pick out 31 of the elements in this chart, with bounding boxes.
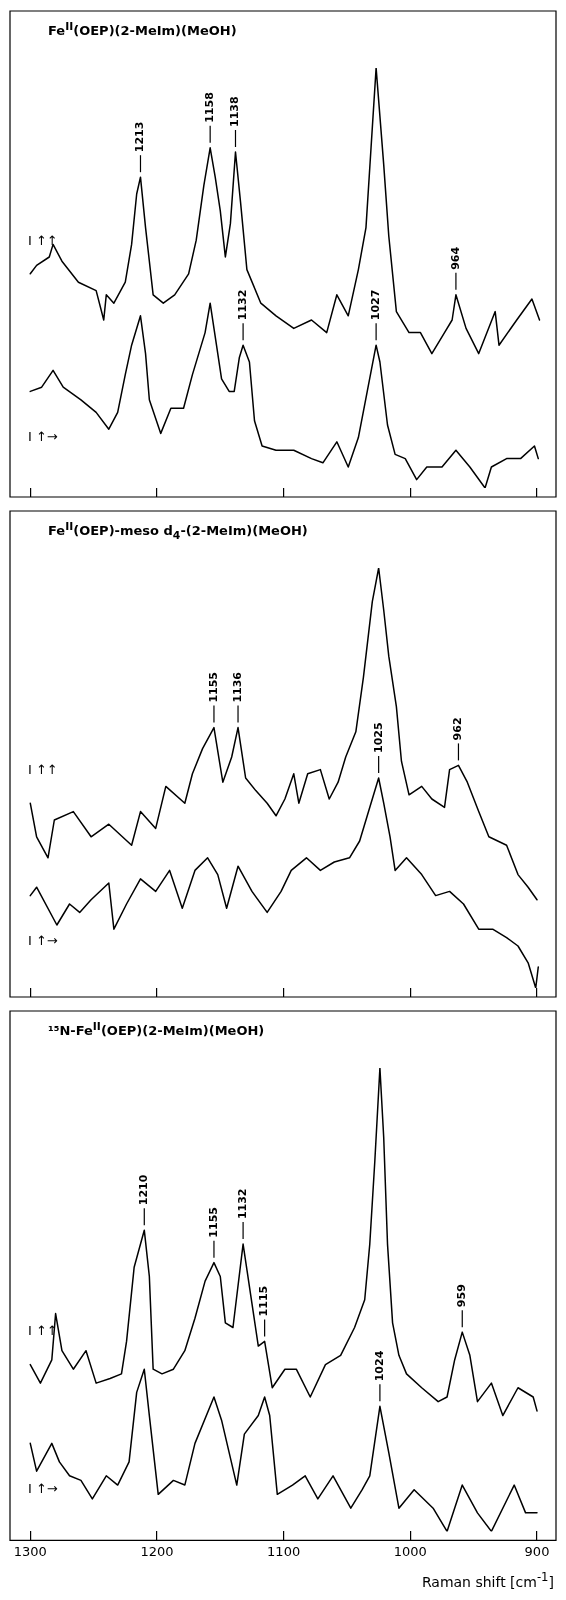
text: I ↑↑ [28, 762, 58, 778]
annotation: 1155 [206, 671, 220, 703]
x-tick-label: 1300 [13, 1543, 47, 1559]
x-tick-label: 1000 [393, 1543, 427, 1559]
x-tick-label: 1100 [267, 1543, 301, 1559]
series-label: I ↑↑ [28, 1323, 58, 1339]
annotation: 1158 [203, 92, 217, 123]
annotation: 1136 [230, 671, 244, 703]
annotation: 1027 [368, 289, 382, 321]
x-tick-label: 900 [524, 1543, 550, 1559]
chart-title: Fe$^{II}$(OEP)(2-MeIm)(MeOH) [48, 20, 237, 39]
annotation: 962 [451, 717, 465, 741]
annotation: 1213 [133, 121, 147, 153]
x-axis-title: Raman shift [cm$^{-1}$] [420, 1570, 555, 1590]
annotation: 1138 [228, 96, 242, 127]
chart-title: ¹⁵N-Fe$^{II}$(OEP)(2-MeIm)(MeOH) [48, 1020, 265, 1039]
series-label: I ↑↑ [28, 232, 58, 248]
annotation: 964 [448, 246, 462, 270]
series-label: I ↑→ [28, 1481, 58, 1497]
annotation: 1132 [235, 289, 249, 321]
text: I ↑→ [28, 429, 58, 445]
annotation: 1210 [137, 1174, 151, 1206]
series-label: I ↑→ [28, 933, 58, 949]
annotation: 1115 [257, 1285, 271, 1317]
annotation: 1132 [235, 1188, 249, 1220]
annotation: 1025 [371, 722, 385, 753]
x-tick-label: 1200 [140, 1543, 174, 1559]
annotation: 959 [455, 1284, 469, 1308]
annotation: 1155 [206, 1207, 220, 1238]
chart-title: Fe$^{II}$(OEP)-meso d$_{4}$-(2-MeIm)(MeOH) [48, 520, 308, 542]
annotation: 1024 [372, 1350, 386, 1382]
